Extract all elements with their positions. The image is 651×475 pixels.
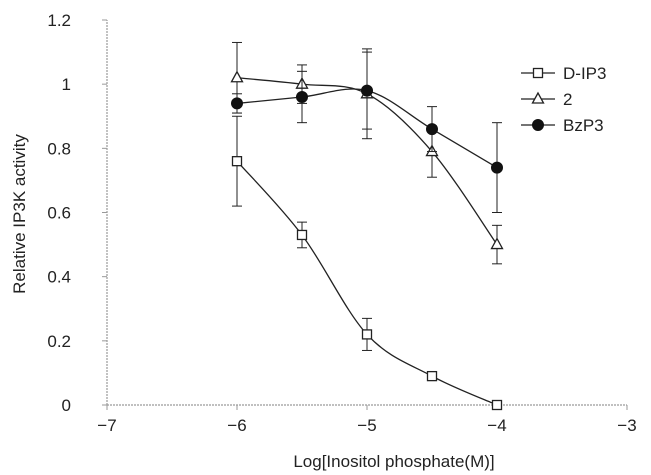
y-tick-label: 1.2 — [47, 11, 71, 30]
series-layer — [230, 41, 504, 411]
data-point — [490, 237, 504, 250]
data-point — [296, 229, 308, 241]
data-point — [231, 97, 243, 110]
y-tick-label: 0.6 — [47, 204, 71, 223]
series-line — [236, 160, 498, 406]
y-axis-title: Relative IP3K activity — [10, 134, 29, 294]
y-tick-label: 0.8 — [47, 139, 71, 158]
legend-label: 2 — [563, 90, 572, 109]
data-point — [426, 123, 438, 136]
series-bzp3 — [231, 51, 503, 213]
y-tick-label: 0.4 — [47, 268, 71, 287]
legend-item: 2 — [521, 90, 572, 109]
legend: D-IP3 2 BzP3 — [521, 64, 606, 135]
legend-label: BzP3 — [563, 116, 604, 135]
x-tick-label: −3 — [617, 416, 636, 435]
series-d-ip3 — [231, 115, 503, 411]
legend-marker — [532, 67, 544, 79]
x-tick-label: −4 — [487, 416, 506, 435]
data-point — [491, 399, 503, 411]
x-tick-label: −6 — [227, 416, 246, 435]
data-point — [361, 329, 373, 340]
legend-marker — [532, 119, 544, 131]
y-tick-label: 0 — [62, 396, 71, 415]
legend-marker — [531, 91, 545, 104]
legend-item: BzP3 — [521, 116, 604, 135]
x-tick-label: −5 — [357, 416, 376, 435]
legend-label: D-IP3 — [563, 64, 606, 83]
data-point — [296, 91, 308, 103]
x-tick-label: −7 — [97, 416, 116, 435]
y-tick-label: 0.2 — [47, 332, 71, 351]
axes: −7 −6 −5 −4 −3 0 0.2 0.4 0.6 0.8 1 1.2 — [47, 11, 636, 435]
data-point — [426, 370, 438, 382]
x-axis-title: Log[Inositol phosphate(M)] — [293, 452, 494, 471]
data-point — [491, 161, 503, 174]
data-point — [361, 84, 373, 97]
data-point — [231, 156, 243, 167]
y-tick-label: 1 — [62, 75, 71, 94]
data-point — [230, 70, 244, 83]
legend-item: D-IP3 — [521, 64, 606, 83]
